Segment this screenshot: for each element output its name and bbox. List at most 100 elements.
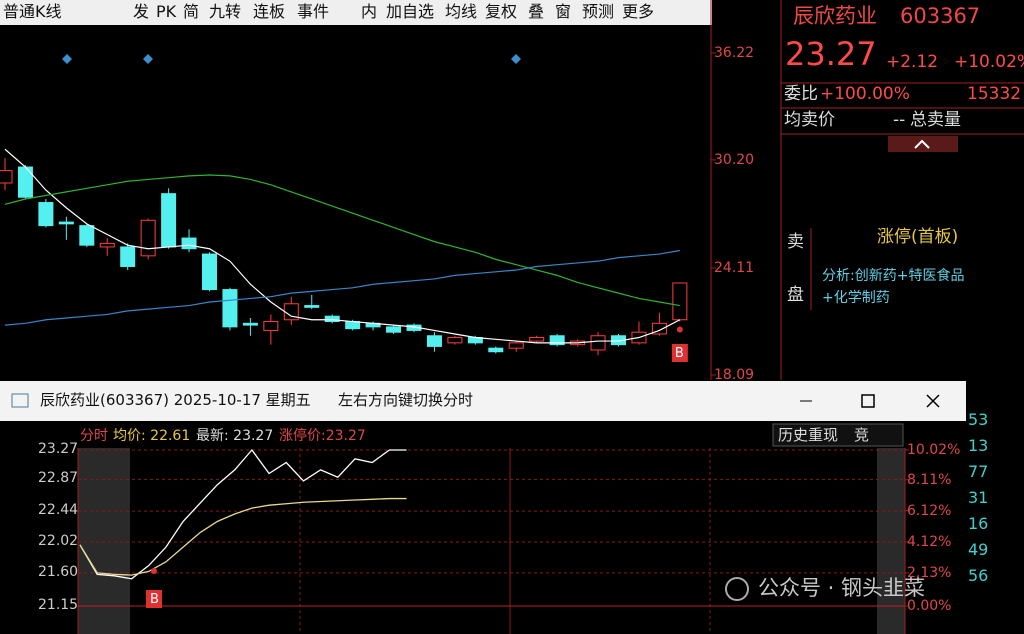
candle-body	[38, 202, 54, 227]
candle-body	[672, 282, 688, 321]
candle-body	[161, 193, 177, 248]
toolbar-item: 加自选	[386, 2, 435, 21]
toolbar-item: 发	[133, 2, 150, 21]
y2-tick-label: 8.11%	[907, 471, 952, 488]
candle-body	[181, 237, 197, 250]
candle-body	[140, 219, 156, 257]
y2-tick-label: 10.02%	[907, 442, 961, 458]
limit-label: 涨停价:23.27	[279, 428, 366, 444]
ma-line	[4, 174, 680, 307]
candle-body	[120, 246, 136, 267]
toolbar-item: PK	[156, 2, 177, 21]
button[interactable]: 竞	[854, 426, 870, 444]
ma-line	[4, 148, 681, 344]
candle-body	[426, 335, 442, 347]
y-tick-label: 36.22	[714, 45, 755, 61]
toolbar-item: 均线	[445, 2, 478, 21]
toolbar-item: 普通K线	[3, 2, 62, 21]
value: --	[893, 110, 906, 130]
toolbar-item: 叠	[528, 2, 545, 21]
candle-body	[202, 253, 217, 291]
edge-fragment: 13	[968, 436, 989, 455]
toolbar	[0, 0, 712, 25]
candle-body	[324, 315, 340, 323]
button[interactable]: 历史重现	[778, 426, 839, 444]
edge-fragment: 16	[968, 514, 989, 533]
toolbar-item: 窗	[555, 2, 572, 21]
candle-body	[263, 321, 279, 331]
side-label: 卖	[787, 232, 804, 252]
edge-fragment: 49	[968, 540, 989, 559]
candle-body	[242, 322, 258, 326]
ratio: +100.00%	[820, 84, 910, 104]
up-arrow	[914, 139, 930, 149]
maximize[interactable]	[861, 394, 875, 408]
close[interactable]	[926, 394, 940, 408]
candle-body	[508, 342, 524, 349]
candle-body	[488, 347, 504, 353]
candle-body	[549, 335, 565, 346]
label: 均卖价	[784, 110, 835, 130]
latest-label: 最新: 23.27	[196, 428, 274, 444]
candle-body	[0, 170, 13, 184]
edge-fragment: 77	[968, 462, 989, 481]
candle-body	[222, 289, 238, 328]
y-tick-label: 23.27	[38, 441, 79, 457]
toolbar-item: 更多	[622, 2, 655, 21]
stock-code: 603367	[900, 4, 981, 28]
stock-name: 辰欣药业	[793, 4, 877, 28]
edge-fragment: 53	[968, 410, 989, 429]
price: 23.27	[785, 35, 877, 73]
y-tick-label: 22.02	[38, 532, 79, 549]
diamond	[143, 54, 153, 64]
change-pct: +10.02%	[954, 52, 1024, 72]
candle-body	[17, 166, 33, 198]
y-tick-label: 21.15	[38, 597, 79, 613]
toolbar-item: 九转	[209, 2, 242, 21]
side-label: 盘	[787, 285, 804, 305]
price-line	[79, 448, 407, 580]
y2-tick-label: 0.00%	[907, 598, 952, 614]
diamond	[511, 54, 521, 64]
edge-fragment: 56	[968, 566, 989, 585]
window-icon	[11, 393, 29, 408]
y2-tick-label: 4.12%	[907, 533, 952, 550]
candle-body	[651, 322, 667, 335]
mode-label: 分时	[80, 428, 108, 444]
window-hint: 左右方向键切换分时	[338, 391, 474, 409]
y-tick-label: 30.20	[714, 151, 755, 168]
status: 涨停(首板)	[877, 227, 959, 247]
y-tick-label: 21.60	[38, 563, 79, 580]
toolbar-item: 连板	[253, 2, 286, 21]
watermark: 公众号 · 钢头韭菜	[758, 576, 926, 600]
window-title: 辰欣药业(603367) 2025-10-17 星期五	[40, 391, 311, 409]
signal-box	[671, 344, 688, 362]
label: 总卖量	[910, 110, 961, 130]
y-tick-label: 22.87	[38, 470, 79, 487]
toolbar-item: 预测	[582, 2, 615, 21]
signal-label: B	[674, 346, 684, 361]
diamond	[62, 54, 72, 64]
avg-label: 均价: 22.61	[113, 428, 191, 444]
candle-body	[386, 326, 402, 333]
y-tick-label: 18.09	[714, 367, 755, 383]
toolbar-item: 简	[183, 2, 200, 21]
candle-body	[447, 337, 463, 344]
y2-tick-label: 6.12%	[907, 502, 952, 519]
ma-line	[4, 249, 680, 326]
candle-body	[590, 335, 606, 351]
button-bar	[772, 423, 904, 447]
candle-body	[529, 337, 545, 342]
avg-line	[79, 497, 407, 576]
edge-fragment: 31	[968, 488, 989, 507]
y2-tick-label: 2.13%	[907, 564, 952, 581]
watermark-icon	[725, 577, 749, 601]
toolbar-item: 内	[361, 2, 378, 21]
expand-button[interactable]	[888, 136, 958, 152]
signal-dot	[676, 326, 683, 333]
candle-body	[304, 305, 320, 308]
signal-label: B	[150, 592, 159, 607]
volume: 15332	[967, 84, 1022, 104]
